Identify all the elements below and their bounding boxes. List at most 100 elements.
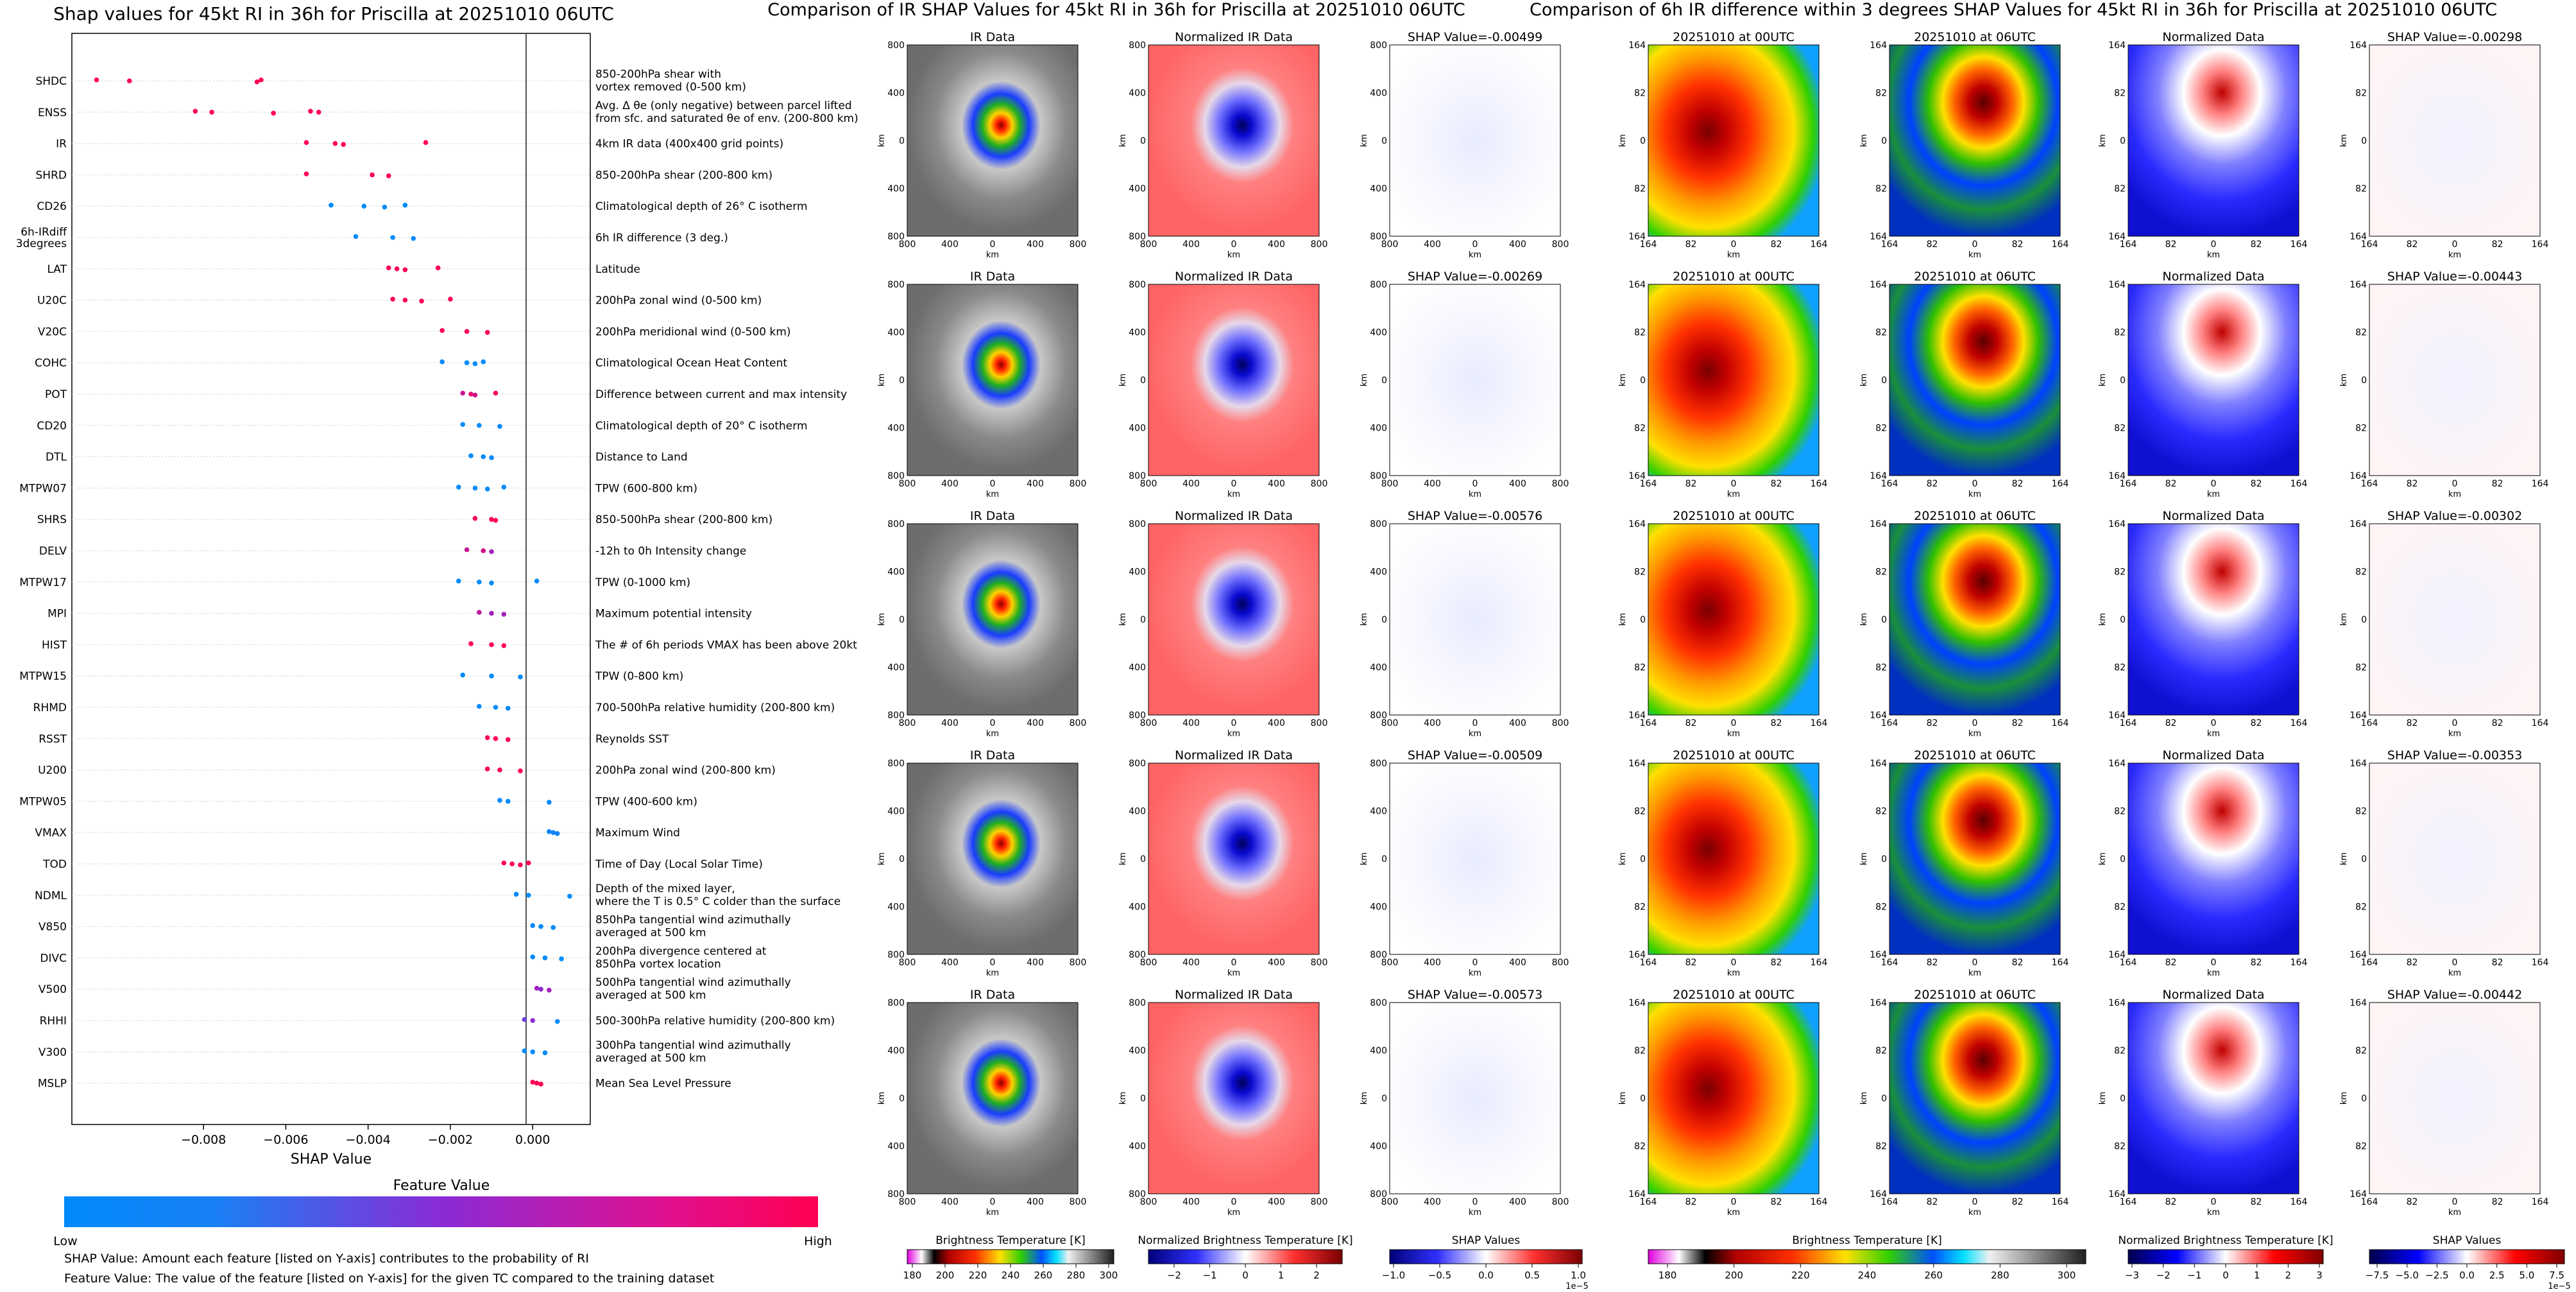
x-tick-label: 82 <box>2012 239 2024 250</box>
shap-point <box>386 265 391 271</box>
y-tick-label: 164 <box>1628 711 1646 721</box>
shap-point <box>477 610 482 615</box>
feature-description: TPW (0-1000 km) <box>595 576 690 589</box>
y-tick-label: 400 <box>1370 902 1387 913</box>
feature-description: TPW (600-800 km) <box>595 482 697 495</box>
y-tick-label: 164 <box>2350 519 2367 530</box>
shap-point <box>472 515 478 521</box>
x-tick-label: 164 <box>2361 1197 2378 1207</box>
feature-row: V20C 200hPa meridional wind (0-500 km) <box>38 325 791 338</box>
y-tick-label: 400 <box>1129 89 1146 99</box>
y-axis-label: km <box>1118 613 1128 626</box>
colorbar-tick-label: 300 <box>1100 1270 1118 1281</box>
y-tick-label: 0 <box>1381 854 1387 865</box>
panel-image <box>1148 523 1320 716</box>
shap-point <box>439 359 445 365</box>
colorbar-bar <box>2369 1249 2565 1264</box>
colorbar-tick-label: 3 <box>2316 1270 2323 1281</box>
feature-description: 850-200hPa shear with <box>595 68 721 81</box>
x-axis-label: km <box>1968 490 1981 499</box>
panel-title: 20251010 at 00UTC <box>1673 30 1795 44</box>
panel-image <box>2369 523 2541 716</box>
x-tick-label: 82 <box>2012 958 2024 968</box>
panel-image <box>907 1002 1079 1194</box>
y-tick-label: 800 <box>1370 519 1387 530</box>
y-tick-label: 164 <box>1870 950 1887 960</box>
y-tick-label: 0 <box>1881 136 1887 146</box>
x-tick-label: 800 <box>1070 1197 1087 1207</box>
x-tick-label: 800 <box>1552 958 1569 968</box>
y-tick-label: 82 <box>2114 328 2126 338</box>
y-tick-label: 0 <box>1140 854 1146 865</box>
x-tick-label: 164 <box>2361 239 2378 250</box>
x-tick-label: 400 <box>1268 239 1285 250</box>
x-tick-label: 0 <box>1972 479 1978 489</box>
colorbar-tick-label: 260 <box>1034 1270 1053 1281</box>
feature-code-label: MTPW15 <box>19 670 67 683</box>
y-tick-label: 800 <box>887 998 905 1008</box>
y-tick-label: 82 <box>2114 1142 2126 1152</box>
shap-point <box>192 108 198 114</box>
panel-title: SHAP Value=-0.00576 <box>1408 509 1542 523</box>
panel-title: 20251010 at 00UTC <box>1673 988 1795 1002</box>
shap-point <box>530 923 536 928</box>
colorbar-tick-label: −5.0 <box>2395 1270 2418 1281</box>
y-axis-label: km <box>877 852 887 865</box>
feature-code-label: V300 <box>38 1046 67 1059</box>
shap-point <box>538 924 543 929</box>
colorbar-tick-label: 220 <box>969 1270 987 1281</box>
colorbar-tick-label: −0.5 <box>1428 1270 1451 1281</box>
x-tick-label: 164 <box>1640 239 1657 250</box>
x-tick-label: 82 <box>2165 239 2177 250</box>
shap-point <box>489 517 494 522</box>
x-tick-label: 164 <box>1811 958 1828 968</box>
x-tick-label: 800 <box>1070 958 1087 968</box>
feature-description: 4km IR data (400x400 grid points) <box>595 138 783 151</box>
x-tick-label: 164 <box>2361 718 2378 728</box>
x-axis-label: km <box>1727 1208 1740 1218</box>
y-tick-label: 400 <box>887 902 905 913</box>
y-axis-label: km <box>2339 374 2349 386</box>
colorbar-exponent: 1e−5 <box>1565 1282 1588 1289</box>
colorbar-tick-label: −2 <box>1167 1270 1181 1281</box>
feature-code-label: IR <box>56 138 67 151</box>
x-tick-label: 800 <box>1311 1197 1328 1207</box>
x-tick-label: 82 <box>2165 1197 2177 1207</box>
shap-point <box>94 77 99 83</box>
x-tick-label: 164 <box>2532 1197 2549 1207</box>
x-axis-label: km <box>986 969 999 978</box>
x-axis-label: km <box>1227 969 1240 978</box>
x-tick-label: 400 <box>1424 958 1441 968</box>
feature-row: V500 500hPa tangential wind azimuthallyav… <box>38 976 791 1002</box>
colorbar: Brightness Temperature [K] 180 200 220 240 26… <box>1648 1234 2086 1281</box>
diff-panel-title: Comparison of 6h IR difference within 3 … <box>1530 0 2497 20</box>
feature-row: SHRS 850-500hPa shear (200-800 km) <box>37 513 772 526</box>
shap-point <box>271 110 277 116</box>
y-tick-label: 0 <box>2361 136 2367 146</box>
x-tick-label: 82 <box>1771 718 1782 728</box>
shap-point <box>328 202 334 208</box>
shap-point <box>456 485 461 490</box>
y-tick-label: 800 <box>1370 280 1387 290</box>
feature-description: Maximum potential intensity <box>595 608 752 621</box>
shap-point <box>518 768 523 773</box>
shap-point <box>501 643 507 648</box>
colorbar-tick-label: 1 <box>2254 1270 2260 1281</box>
y-tick-label: 82 <box>1634 424 1646 434</box>
y-tick-label: 0 <box>1640 854 1646 865</box>
shap-point <box>341 142 346 147</box>
y-tick-label: 800 <box>887 471 905 481</box>
y-tick-label: 82 <box>1875 89 1887 99</box>
shap-point <box>411 236 416 241</box>
shap-point <box>394 266 400 271</box>
ir-panel-title: Comparison of IR SHAP Values for 45kt RI… <box>767 0 1465 20</box>
x-tick-label: 82 <box>1771 1197 1782 1207</box>
colorbar-label: Normalized Brightness Temperature [K] <box>2118 1234 2333 1247</box>
colorbar-tick-label: 280 <box>1991 1270 2009 1281</box>
x-tick-label: 800 <box>899 718 916 728</box>
y-tick-label: 164 <box>2108 232 2126 242</box>
panel-title: 20251010 at 06UTC <box>1914 748 2036 762</box>
